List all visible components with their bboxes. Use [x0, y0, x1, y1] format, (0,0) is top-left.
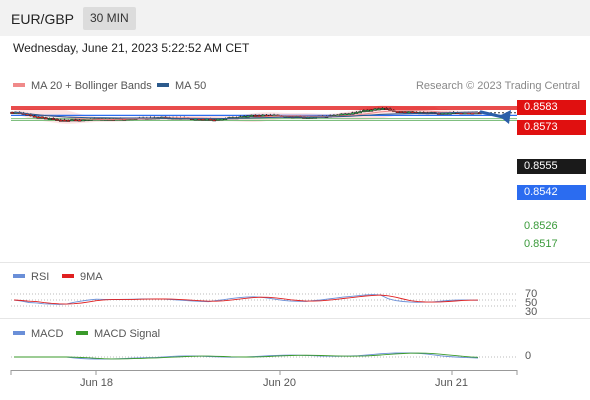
candle-body — [47, 118, 52, 121]
candle-body — [249, 114, 254, 117]
x-label-jun20: Jun 20 — [263, 377, 297, 389]
macd-line — [14, 352, 479, 360]
candle-body — [77, 119, 82, 122]
candle-body — [32, 115, 37, 118]
chart-datetime: Wednesday, June 21, 2023 5:22:52 AM CET — [13, 41, 250, 55]
candle-body — [395, 110, 400, 113]
candle-body — [399, 111, 404, 114]
legend-ma20-bb: MA 20 + Bollinger Bands — [13, 80, 152, 92]
candle-body — [55, 118, 59, 121]
candle-body — [10, 111, 14, 114]
candle-body — [403, 111, 407, 114]
rsi-swatch — [13, 274, 25, 279]
top-bar: EUR/GBP 30 MIN — [0, 0, 590, 36]
macd-signal-line — [14, 352, 479, 360]
candle-body — [260, 114, 265, 117]
candle-body — [246, 115, 250, 118]
moving-averages — [13, 109, 511, 124]
rsi-ma-swatch — [62, 274, 74, 279]
candle-body — [242, 115, 246, 118]
candle-body — [410, 111, 415, 114]
candle-body — [362, 110, 366, 113]
candle-body — [376, 108, 381, 111]
rsi-panel — [11, 293, 517, 307]
candle-body — [216, 118, 220, 121]
ma50-line — [13, 111, 479, 120]
forecast-arrow-head — [499, 110, 511, 124]
candle-body — [70, 119, 74, 122]
candle-body — [73, 119, 78, 122]
legend-ma50: MA 50 — [157, 80, 206, 92]
candle-body — [406, 111, 411, 114]
candle-body — [43, 117, 48, 120]
rsi-level-50: 50 — [525, 297, 538, 309]
symbol-label: EUR/GBP — [11, 11, 75, 27]
candle-body — [388, 108, 392, 111]
candle-body — [40, 116, 44, 119]
rsi-level-70: 70 — [525, 288, 538, 300]
candle-body — [350, 112, 355, 115]
candle-body — [257, 114, 261, 117]
candle-body — [343, 113, 348, 116]
candle-body — [365, 109, 370, 112]
candle-body — [380, 107, 385, 110]
candle-body — [36, 116, 41, 119]
candle-body — [384, 107, 389, 110]
candle-body — [358, 111, 362, 114]
ma50-swatch — [157, 83, 169, 88]
rsi-level-30: 30 — [525, 306, 538, 318]
candle-body — [66, 119, 71, 122]
candle-body — [58, 119, 63, 122]
ma20-swatch — [13, 83, 25, 88]
candle-body — [62, 119, 67, 122]
resistance-label-r1: 0.8573 — [517, 120, 586, 135]
timeframe-button[interactable]: 30 MIN — [83, 7, 136, 30]
candle-body — [369, 109, 374, 112]
copyright-text: Research © 2023 Trading Central — [415, 80, 580, 92]
candle-body — [347, 113, 351, 116]
last-price-label: 0.8555 — [517, 159, 586, 174]
legend-macd-signal: MACD Signal — [76, 328, 160, 340]
legend-macd: MACD — [13, 328, 63, 340]
macd-zero-label: 0 — [525, 350, 532, 362]
x-label-jun21: Jun 21 — [435, 377, 469, 389]
resistance-label-r2: 0.8583 — [517, 100, 586, 115]
candle-body — [208, 118, 213, 121]
rsi-ma-line — [13, 294, 479, 305]
macd-signal-swatch — [76, 331, 88, 336]
legend-rsi: RSI — [13, 271, 49, 283]
support-label-s1: 0.8542 — [517, 185, 586, 200]
x-label-jun18: Jun 18 — [80, 377, 114, 389]
candle-body — [51, 118, 56, 121]
support-label-s2: 0.8526 — [524, 220, 558, 232]
candle-body — [373, 108, 377, 111]
candle-body — [354, 111, 359, 114]
candle-body — [253, 114, 258, 117]
legend-rsi-ma: 9MA — [62, 271, 103, 283]
rsi-line — [13, 294, 479, 305]
x-ticks — [10, 370, 518, 375]
macd-swatch — [13, 331, 25, 336]
candle-body — [204, 118, 209, 121]
support-label-s3: 0.8517 — [524, 238, 558, 250]
macd-panel — [11, 352, 517, 360]
candle-body — [81, 119, 86, 122]
candle-body — [339, 113, 344, 116]
candle-body — [212, 119, 217, 122]
candle-body — [201, 118, 205, 121]
